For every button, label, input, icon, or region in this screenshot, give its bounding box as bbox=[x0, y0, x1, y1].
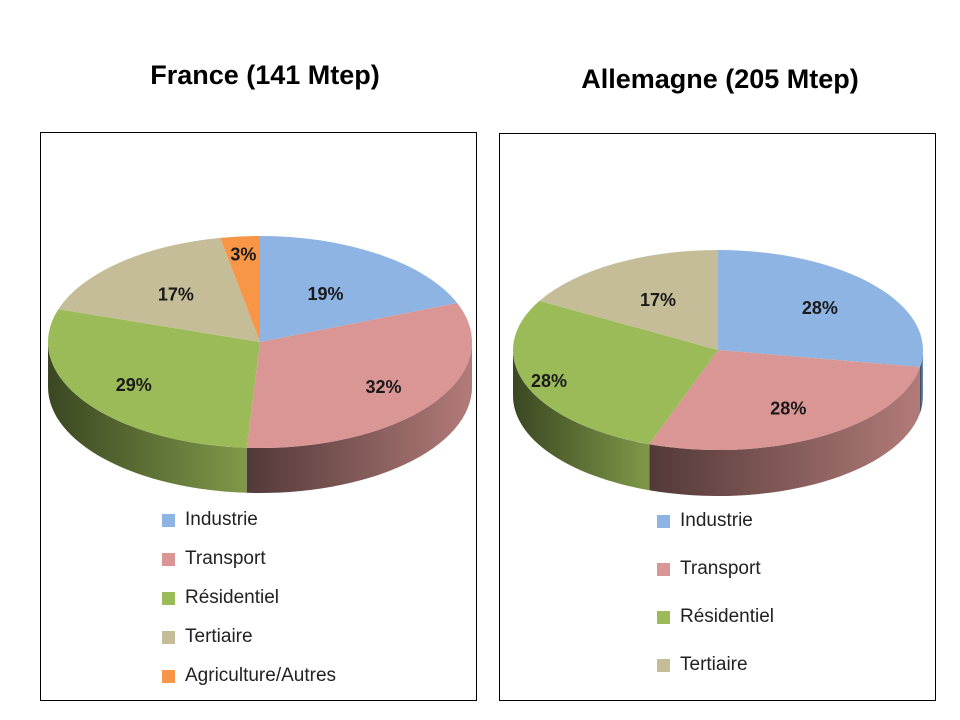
pie-chart-allemagne: 28% 28% 28% 17% bbox=[513, 250, 923, 497]
legend-swatch bbox=[162, 669, 175, 683]
legend-label: Tertiaire bbox=[185, 626, 253, 647]
legend-item-industrie: Industrie bbox=[162, 509, 258, 531]
chart-panel-allemagne: 28% 28% 28% 17% Industrie Transport Résidenti… bbox=[499, 133, 936, 701]
legend-swatch bbox=[657, 610, 670, 624]
pie-slice-agriculture-autres bbox=[220, 236, 260, 342]
data-label-tertiaire: 17% bbox=[158, 284, 194, 304]
legend-item-transport: Transport bbox=[657, 558, 761, 580]
pie-slice-industrie bbox=[260, 236, 458, 342]
data-label-agriculture-autres: 3% bbox=[230, 244, 256, 264]
data-label-industrie: 19% bbox=[308, 284, 344, 304]
pie-side-industrie bbox=[920, 350, 923, 414]
legend-label: Résidentiel bbox=[680, 606, 774, 627]
pie-slice-tertiaire bbox=[539, 250, 718, 350]
chart-panel-france: 19% 32% 29% 17% 3% Industrie Transport Résiden… bbox=[40, 132, 477, 701]
legend-label: Industrie bbox=[185, 509, 258, 530]
legend-item-tertiaire: Tertiaire bbox=[162, 626, 253, 648]
data-label-residentiel: 29% bbox=[116, 375, 152, 395]
legend-label: Agriculture/Autres bbox=[185, 665, 337, 686]
legend-swatch bbox=[162, 552, 175, 566]
pie-side-transport bbox=[246, 342, 472, 493]
chart-title-france: France (141 Mtep) bbox=[150, 60, 380, 90]
legend-item-agriculture-autres: Agriculture/Autres bbox=[162, 665, 336, 687]
data-label-transport: 28% bbox=[770, 399, 806, 419]
chart-title-allemagne: Allemagne (205 Mtep) bbox=[581, 64, 859, 94]
legend-label: Transport bbox=[680, 558, 761, 579]
pie-chart-france: 19% 32% 29% 17% 3% bbox=[48, 236, 472, 493]
pie-side-residentiel bbox=[48, 342, 247, 493]
pie-slice-residentiel bbox=[513, 300, 718, 445]
legend-swatch bbox=[657, 514, 670, 528]
pie-slice-transport bbox=[649, 350, 921, 450]
legend-item-residentiel: Résidentiel bbox=[657, 606, 774, 628]
legend-item-residentiel: Résidentiel bbox=[162, 587, 279, 609]
pie-side-residentiel bbox=[513, 350, 650, 491]
legend-label: Résidentiel bbox=[185, 587, 279, 608]
data-label-tertiaire: 17% bbox=[640, 290, 676, 310]
data-label-residentiel: 28% bbox=[531, 371, 567, 391]
legend-swatch bbox=[162, 630, 175, 644]
pie-slice-residentiel bbox=[48, 309, 260, 448]
legend-label: Industrie bbox=[680, 510, 753, 531]
legend-swatch bbox=[657, 562, 670, 576]
data-label-transport: 32% bbox=[365, 377, 401, 397]
legend-label: Tertiaire bbox=[680, 654, 748, 675]
pie-slice-tertiaire bbox=[58, 237, 260, 342]
pie-slice-industrie bbox=[718, 250, 923, 368]
legend-item-tertiaire: Tertiaire bbox=[657, 654, 748, 676]
legend-swatch bbox=[162, 591, 175, 605]
legend-item-transport: Transport bbox=[162, 548, 266, 570]
pie-slice-transport bbox=[246, 302, 472, 448]
pie-side-walls bbox=[513, 350, 923, 497]
legend-swatch bbox=[162, 513, 175, 527]
pie-side-transport bbox=[649, 367, 921, 497]
legend-item-industrie: Industrie bbox=[657, 510, 753, 532]
legend-label: Transport bbox=[185, 548, 266, 569]
data-label-industrie: 28% bbox=[802, 298, 838, 318]
legend-swatch bbox=[657, 658, 670, 672]
pie-side-walls bbox=[48, 342, 472, 493]
